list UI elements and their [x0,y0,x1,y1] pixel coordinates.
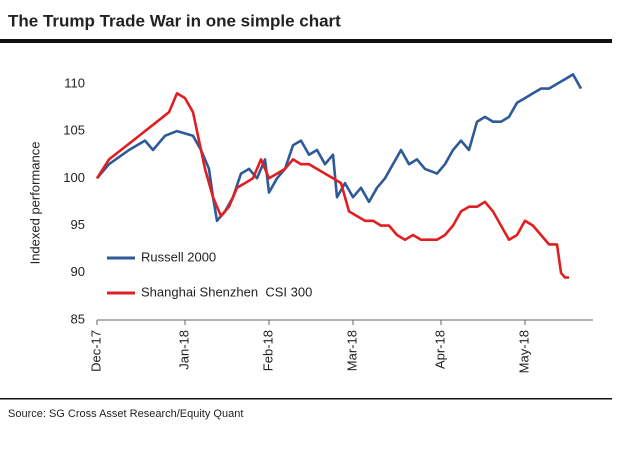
chart-title: The Trump Trade War in one simple chart [8,11,341,30]
x-tick-label: May-18 [516,330,531,373]
x-tick-label: Dec-17 [88,330,103,372]
legend-label: Russell 2000 [141,249,216,264]
x-tick-label: Apr-18 [432,330,447,369]
source: Source: SG Cross Asset Research/Equity Q… [8,408,243,420]
y-axis-label: Indexed performance [27,142,42,265]
y-tick-label: 100 [63,170,85,185]
series-line [95,92,569,279]
x-tick-label: Feb-18 [260,330,275,371]
title-rule [0,39,612,43]
y-tick-label: 85 [71,311,85,326]
x-tick-label: Mar-18 [344,330,359,371]
y-tick-label: 90 [71,264,85,279]
series-line [96,73,583,223]
legend-label: Shanghai Shenzhen CSI 300 [141,284,312,299]
source-rule [0,398,612,400]
x-tick-label: Jan-18 [176,330,191,370]
y-tick-label: 95 [71,217,85,232]
y-tick-label: 105 [63,123,85,138]
y-tick-label: 110 [64,75,85,90]
